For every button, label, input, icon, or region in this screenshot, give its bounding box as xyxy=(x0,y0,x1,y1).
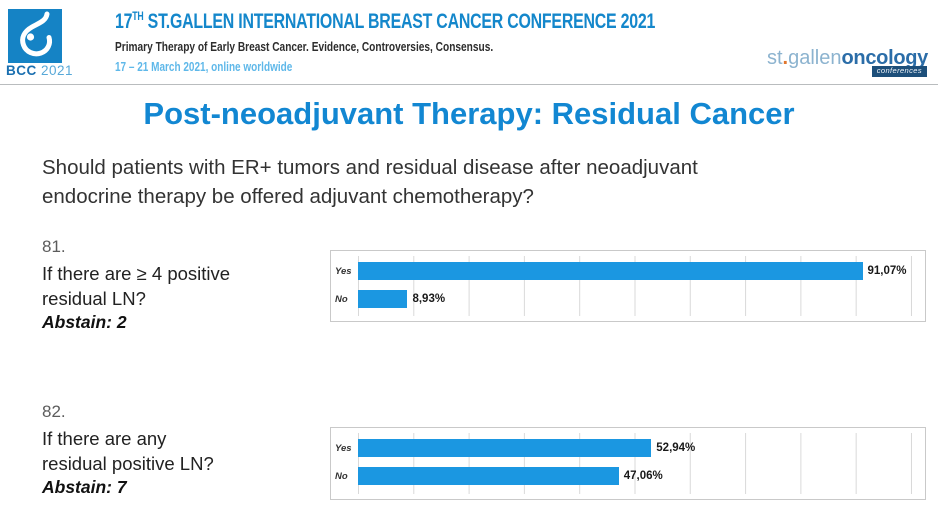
main-question: Should patients with ER+ tumors and resi… xyxy=(42,153,892,211)
brand-conferences-badge-wrap: conferences xyxy=(767,61,927,77)
conference-title-number: 17 xyxy=(115,9,133,34)
brand-oncology: oncology xyxy=(841,47,929,69)
poll-question-line2: residual positive LN? xyxy=(42,453,214,474)
stgallen-oncology-wordmark: st.gallenoncology xyxy=(767,48,928,68)
bcc-year: 2021 xyxy=(41,63,74,78)
chart-rows: Yes 91,07% No 8,93% xyxy=(331,251,912,321)
bar-track: 52,94% xyxy=(358,439,912,457)
conference-subtitle: Primary Therapy of Early Breast Cancer. … xyxy=(115,39,494,55)
bcc-abbr: BCC xyxy=(6,63,37,78)
poll-question-line1: If there are any xyxy=(42,428,167,449)
header-divider xyxy=(0,84,938,85)
bar xyxy=(358,467,619,485)
bar xyxy=(358,262,863,280)
header-text-block: 17TH ST.GALLEN INTERNATIONAL BREAST CANC… xyxy=(115,9,845,74)
conference-dates: 17 – 21 March 2021, online worldwide xyxy=(115,60,293,75)
stgallen-oncology-logo: st.gallenoncology conferences xyxy=(767,48,928,77)
conference-header: BCC 2021 17TH ST.GALLEN INTERNATIONAL BR… xyxy=(0,0,938,84)
bcc-drop-logo-icon xyxy=(8,9,62,63)
bar-value-label: 8,93% xyxy=(412,293,446,305)
poll-number: 82. xyxy=(42,402,66,421)
conference-title-ordinal: TH xyxy=(132,9,144,23)
bar-row: No 47,06% xyxy=(331,467,912,485)
poll-abstain: Abstain: 2 xyxy=(42,312,127,332)
brand-conferences-badge: conferences xyxy=(871,66,927,77)
bar-value-label: 91,07% xyxy=(867,265,907,277)
poll-82-bar-chart: Yes 52,94% No 47,06% xyxy=(330,427,926,500)
bar-category-label: Yes xyxy=(335,265,352,277)
page-title: Post-neoadjuvant Therapy: Residual Cance… xyxy=(143,96,795,131)
bar xyxy=(358,439,652,457)
bcc-logo-caption: BCC 2021 xyxy=(6,63,106,78)
conference-title-text: ST.GALLEN INTERNATIONAL BREAST CANCER CO… xyxy=(143,9,656,34)
bar-category-label: Yes xyxy=(335,442,352,454)
main-question-line2: endocrine therapy be offered adjuvant ch… xyxy=(42,185,534,208)
bar-value-label: 47,06% xyxy=(623,470,663,482)
bar-track: 47,06% xyxy=(358,467,912,485)
poll-81-text: 81. If there are ≥ 4 positive residual L… xyxy=(42,237,322,333)
bar-category-label: No xyxy=(335,293,348,305)
poll-number: 81. xyxy=(42,237,66,256)
bar-row: No 8,93% xyxy=(331,290,912,308)
bar-category-label: No xyxy=(335,470,348,482)
poll-abstain: Abstain: 7 xyxy=(42,477,127,497)
brand-orange-dot-icon: . xyxy=(782,47,789,69)
poll-question-line2: residual LN? xyxy=(42,288,146,309)
poll-81-bar-chart: Yes 91,07% No 8,93% xyxy=(330,250,926,322)
main-question-line1: Should patients with ER+ tumors and resi… xyxy=(42,156,698,179)
chart-rows: Yes 52,94% No 47,06% xyxy=(331,428,912,499)
brand-st: st xyxy=(766,47,783,69)
bar xyxy=(358,290,408,308)
brand-gallen: gallen xyxy=(788,47,842,69)
poll-82-text: 82. If there are any residual positive L… xyxy=(42,402,322,498)
bar-row: Yes 91,07% xyxy=(331,262,912,280)
bar-row: Yes 52,94% xyxy=(331,439,912,457)
poll-question-line1: If there are ≥ 4 positive xyxy=(42,263,231,284)
bar-value-label: 52,94% xyxy=(656,442,696,454)
conference-title: 17TH ST.GALLEN INTERNATIONAL BREAST CANC… xyxy=(115,9,655,34)
bar-track: 91,07% xyxy=(358,262,912,280)
bar-track: 8,93% xyxy=(358,290,912,308)
